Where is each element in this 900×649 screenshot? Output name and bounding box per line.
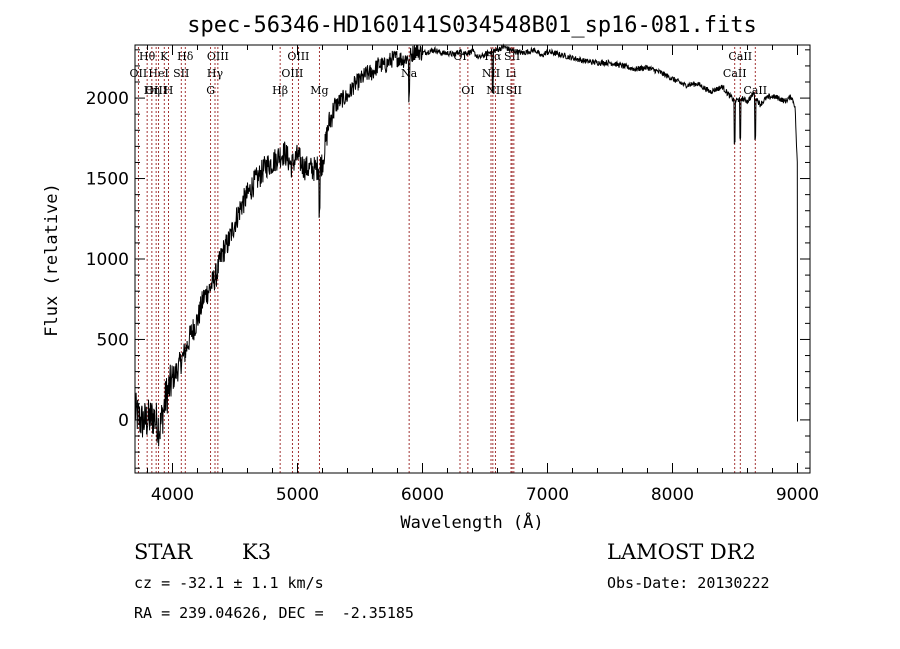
object-subclass: K3: [242, 540, 272, 564]
spectral-line-label: SII: [506, 84, 522, 97]
object-class: STAR: [134, 540, 193, 564]
spectral-line-label: Hδ: [177, 50, 194, 63]
y-tick-label: 1000: [86, 250, 129, 270]
x-axis-label: Wavelength (Å): [400, 511, 543, 533]
spectral-line-label: K: [160, 50, 169, 63]
survey-name: LAMOST DR2: [607, 540, 756, 564]
x-tick-label: 7000: [526, 485, 569, 505]
spectral-line-label: SII: [173, 67, 189, 80]
y-tick-label: 500: [97, 330, 129, 350]
x-tick-label: 9000: [776, 485, 819, 505]
spectral-line-label: CaII: [723, 67, 747, 80]
spectral-line-label: OIII: [207, 50, 229, 63]
spectral-line-label: OIII: [281, 67, 303, 80]
y-tick-label: 1500: [86, 170, 129, 190]
spectral-line-label: NII: [482, 67, 500, 80]
coordinates: RA = 239.04626, DEC = -2.35185: [134, 604, 414, 622]
spectral-line-label: Hθ: [139, 50, 156, 63]
y-axis-label: Flux (relative): [42, 183, 62, 337]
spectrum-line: [134, 43, 798, 447]
spectral-line-label: CaII: [728, 50, 752, 63]
y-tick-label: 2000: [86, 89, 129, 109]
spectral-line-label: Hβ: [272, 84, 288, 97]
spectral-line-label: H: [164, 84, 174, 97]
x-tick-label: 5000: [276, 485, 319, 505]
spectral-line-label: OIII: [287, 50, 309, 63]
x-tick-label: 6000: [401, 485, 444, 505]
spectral-line-label: Li: [506, 67, 517, 80]
x-tick-label: 4000: [151, 485, 194, 505]
spectral-line-label: G: [206, 84, 215, 97]
spectral-line-label: CaII: [743, 84, 767, 97]
axis-ticks: 4000 5000 6000 7000 8000 9000 0 500 1000 1500 2000: [86, 45, 819, 505]
chart-title: spec-56346-HD160141S034548B01_sp16-081.f…: [187, 13, 757, 38]
plot-frame: [134, 44, 811, 474]
spectral-line-label: SII: [504, 50, 520, 63]
spectral-line-label: NII: [486, 84, 504, 97]
y-tick-label: 0: [118, 411, 129, 431]
spectral-line-label: OIII: [145, 84, 167, 97]
redshift-value: cz = -32.1 ± 1.1 km/s: [134, 574, 324, 592]
spectral-line-label: Mg: [310, 84, 328, 97]
spectral-line-label: OI: [461, 84, 474, 97]
spectral-line-label: OII: [130, 67, 148, 80]
x-tick-label: 8000: [651, 485, 694, 505]
observation-date: Obs-Date: 20130222: [607, 574, 770, 592]
spectral-line-label: Hγ: [207, 67, 224, 80]
spectral-line-label: HeI: [148, 67, 168, 80]
spectral-line-label: Hη: [144, 84, 160, 97]
